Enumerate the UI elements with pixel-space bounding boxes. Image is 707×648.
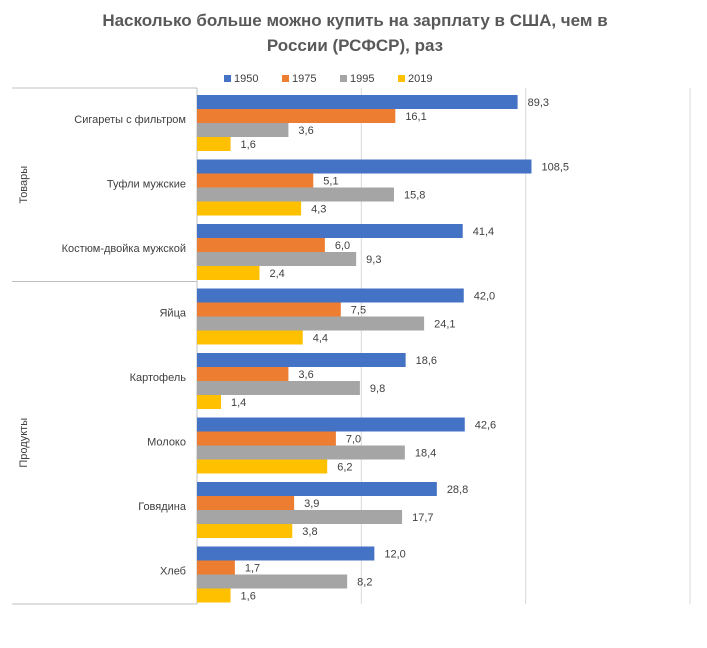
bar [197, 574, 348, 589]
value-label: 16,1 [405, 111, 426, 123]
bar [197, 431, 336, 446]
bar [197, 266, 260, 280]
value-label: 28,8 [447, 484, 468, 496]
value-label: 7,0 [346, 433, 361, 445]
bar [197, 445, 405, 460]
value-label: 18,4 [415, 447, 436, 459]
value-label: 8,2 [357, 576, 372, 588]
legend-label: 1995 [350, 73, 374, 85]
value-label: 9,8 [370, 383, 385, 395]
group-label: Продукты [18, 418, 30, 468]
bar [197, 395, 222, 409]
value-label: 7,5 [351, 304, 366, 316]
category-label: Картофель [130, 372, 187, 384]
value-label: 2,4 [269, 268, 284, 280]
bar [197, 187, 394, 202]
category-label: Говядина [138, 501, 187, 513]
legend-label: 1950 [234, 73, 258, 85]
bar [197, 123, 289, 137]
bar [197, 482, 437, 496]
value-label: 4,3 [311, 203, 326, 215]
category-label: Сигареты с фильтром [74, 114, 186, 126]
legend-swatch [282, 75, 289, 82]
value-label: 9,3 [366, 254, 381, 266]
value-label: 3,9 [304, 498, 319, 510]
value-label: 89,3 [528, 97, 549, 109]
value-label: 3,6 [298, 125, 313, 137]
bar [197, 238, 325, 252]
bar [197, 288, 464, 303]
value-label: 4,4 [313, 332, 328, 344]
value-label: 24,1 [434, 318, 455, 330]
bar [197, 330, 303, 345]
value-label: 5,1 [323, 175, 338, 187]
bar [197, 588, 231, 603]
value-label: 1,7 [245, 562, 260, 574]
bar [197, 316, 425, 331]
bar [197, 510, 403, 524]
bar [197, 109, 396, 123]
bar [197, 459, 328, 474]
bar [197, 546, 375, 561]
bar [197, 381, 360, 395]
legend-label: 1975 [292, 73, 316, 85]
value-label: 3,6 [298, 369, 313, 381]
bar [197, 496, 295, 510]
bar [197, 367, 289, 381]
legend-label: 2019 [408, 73, 432, 85]
bar [197, 252, 357, 266]
value-label: 1,6 [241, 590, 256, 602]
bar [197, 137, 231, 151]
bar [197, 417, 465, 432]
bar [197, 173, 314, 188]
category-label: Хлеб [160, 566, 186, 578]
legend-swatch [398, 75, 405, 82]
chart-title: Насколько больше можно купить на зарплат… [102, 11, 608, 55]
bar [197, 524, 293, 538]
value-label: 3,8 [302, 526, 317, 538]
legend-swatch [340, 75, 347, 82]
category-label: Яйца [159, 308, 186, 320]
value-label: 6,0 [335, 240, 350, 252]
bar [197, 302, 341, 317]
bar [197, 95, 518, 109]
group-label: Товары [18, 166, 30, 204]
category-label: Молоко [147, 437, 186, 449]
bar [197, 201, 302, 216]
bar [197, 159, 532, 174]
value-label: 6,2 [337, 461, 352, 473]
bar [197, 560, 235, 575]
value-label: 108,5 [541, 161, 569, 173]
value-label: 42,6 [475, 419, 496, 431]
value-label: 18,6 [416, 355, 437, 367]
legend-swatch [224, 75, 231, 82]
value-label: 12,0 [384, 548, 405, 560]
value-label: 1,4 [231, 397, 246, 409]
value-label: 41,4 [473, 226, 494, 238]
category-label: Костюм-двойка мужской [62, 243, 186, 255]
value-label: 42,0 [474, 290, 495, 302]
bar [197, 353, 406, 367]
category-label: Туфли мужские [107, 179, 186, 191]
value-label: 17,7 [412, 512, 433, 524]
value-label: 1,6 [241, 139, 256, 151]
bar [197, 224, 463, 238]
value-label: 15,8 [404, 189, 425, 201]
